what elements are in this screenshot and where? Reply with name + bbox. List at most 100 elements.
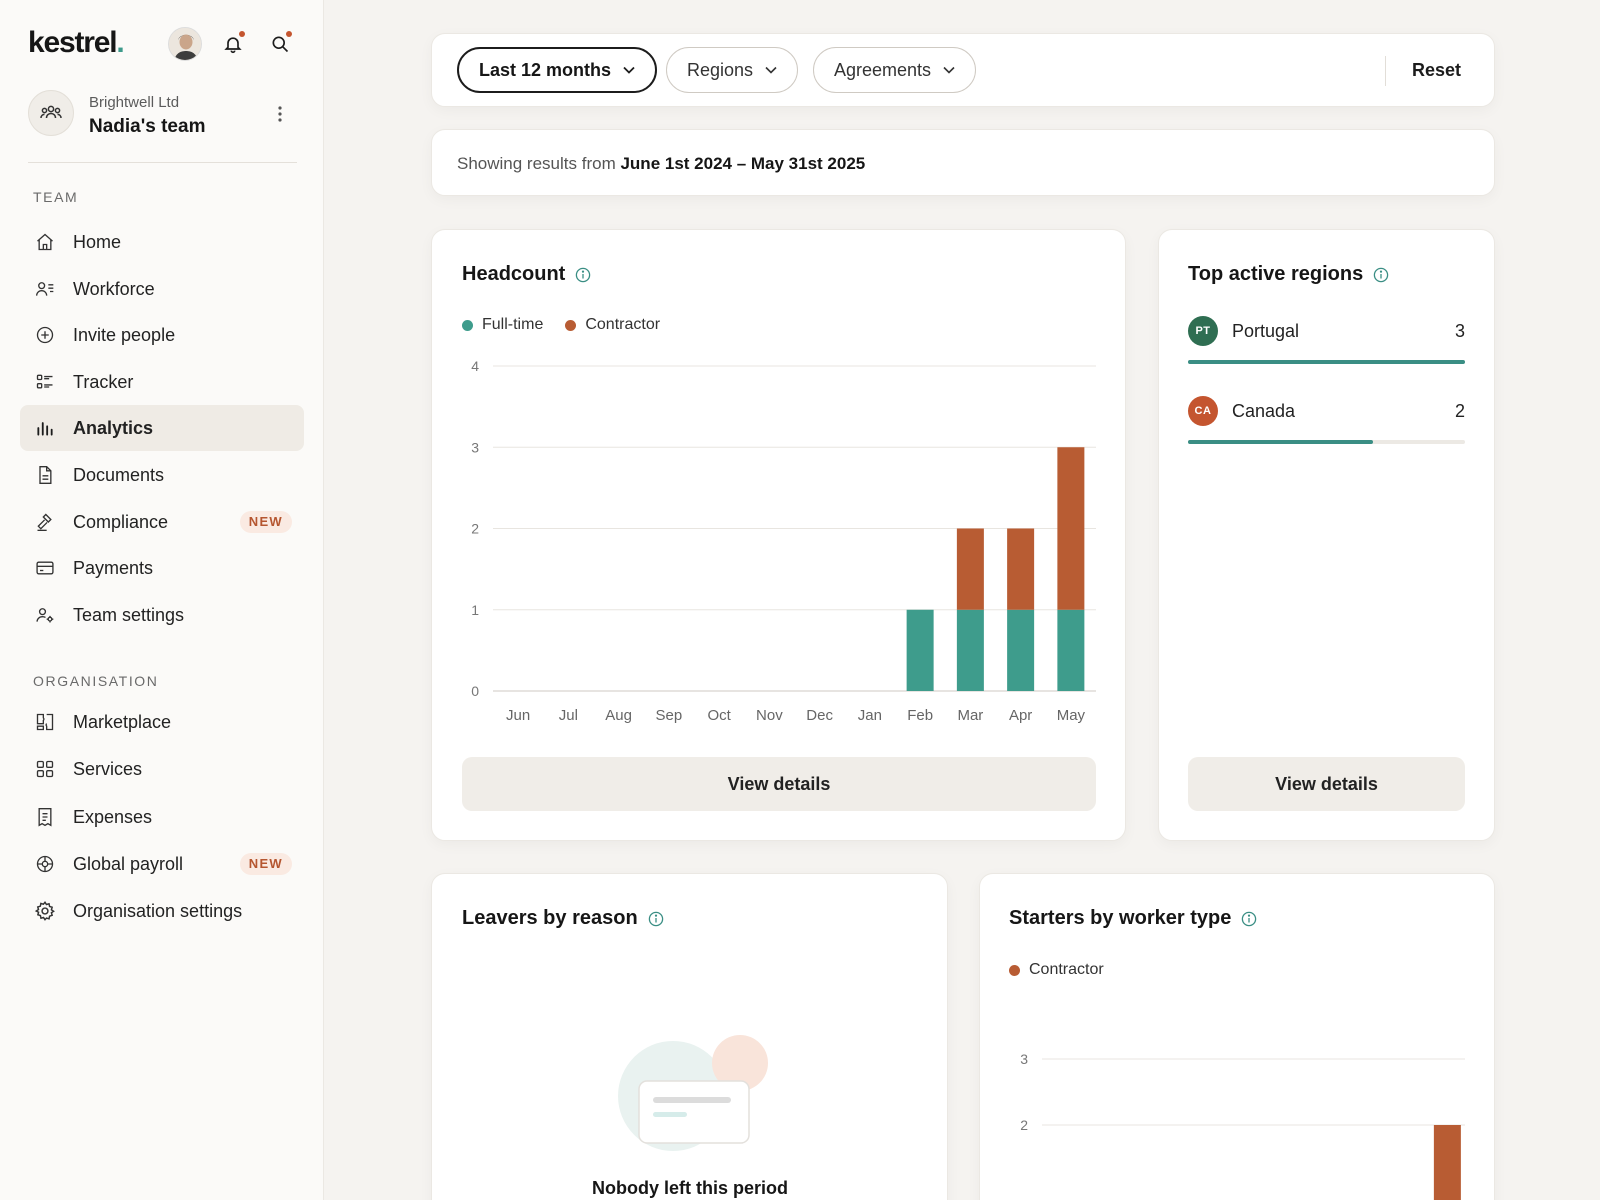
region-row-canada[interactable]: CA Canada 2 xyxy=(1188,396,1465,446)
bar-may-full-time[interactable] xyxy=(1057,609,1085,691)
bar-mar-contractor[interactable] xyxy=(956,528,984,610)
starters-title-text: Starters by worker type xyxy=(1009,907,1232,929)
region-row-portugal[interactable]: PT Portugal 3 xyxy=(1188,316,1465,366)
period-filter[interactable]: Last 12 months xyxy=(457,47,658,93)
x-tick-label: Feb xyxy=(907,707,933,724)
x-tick-label: May xyxy=(1057,707,1086,724)
x-tick-label: Sep xyxy=(656,707,683,724)
x-tick-label: Oct xyxy=(707,707,731,724)
period-filter-label: Last 12 months xyxy=(479,59,612,80)
organisation-section-label: ORGANISATION xyxy=(33,673,159,689)
nav-item-analytics[interactable]: Analytics xyxy=(20,405,304,451)
headcount-legend: Full-time Contractor xyxy=(462,316,682,334)
card-icon xyxy=(34,557,56,579)
search-button[interactable] xyxy=(266,30,294,58)
regions-view-details-button[interactable]: View details xyxy=(1188,757,1465,811)
nav-item-compliance[interactable]: Compliance NEW xyxy=(20,499,304,545)
nav-label: Global payroll xyxy=(73,853,184,874)
nav-item-organisation-settings[interactable]: Organisation settings xyxy=(20,888,304,934)
y-tick-label: 4 xyxy=(471,358,479,374)
team-name: Nadia's team xyxy=(89,116,206,137)
empty-state-illustration xyxy=(618,1035,768,1151)
region-progress-fill xyxy=(1188,440,1373,444)
receipt-icon xyxy=(34,806,56,828)
team-menu-button[interactable] xyxy=(270,102,290,126)
marketplace-icon xyxy=(34,711,56,733)
nav-label: Analytics xyxy=(73,417,154,438)
x-tick-label: Aug xyxy=(605,707,632,724)
flag-ca: CA xyxy=(1188,396,1218,426)
nav-item-expenses[interactable]: Expenses xyxy=(20,794,304,840)
headcount-chart: 0 1 2 3 4 Jun Jul Aug Sep Oct Nov Dec Jan Feb Mar Apr Ma… xyxy=(471,358,1096,724)
info-icon[interactable] xyxy=(575,267,591,283)
team-switcher[interactable]: Brightwell Ltd Nadia's team xyxy=(28,90,298,146)
x-tick-label: Jun xyxy=(506,707,530,724)
legend-label: Contractor xyxy=(1029,961,1104,978)
region-name: Portugal xyxy=(1232,321,1300,341)
avatar-portrait-icon xyxy=(169,28,201,60)
bell-icon xyxy=(224,37,242,54)
starters-chart: 23 xyxy=(1020,1051,1465,1200)
agreements-filter[interactable]: Agreements xyxy=(813,47,977,93)
nav-item-documents[interactable]: Documents xyxy=(20,452,304,498)
user-avatar[interactable] xyxy=(168,27,202,61)
nav-label: Tracker xyxy=(73,371,134,392)
nav-label: Documents xyxy=(73,464,165,485)
legend-swatch xyxy=(1009,964,1020,976)
y-tick-label: 2 xyxy=(1020,1117,1028,1133)
notifications-button[interactable] xyxy=(219,30,247,58)
range-prefix: Showing results from xyxy=(457,154,616,173)
info-icon[interactable] xyxy=(648,911,664,927)
nav-label: Services xyxy=(73,758,143,779)
flag-pt: PT xyxy=(1188,316,1218,346)
nav-item-marketplace[interactable]: Marketplace xyxy=(20,699,304,745)
headcount-title-text: Headcount xyxy=(462,263,566,285)
chevron-down-icon xyxy=(765,66,777,74)
nav-item-invite-people[interactable]: Invite people xyxy=(20,312,304,358)
gavel-icon xyxy=(34,511,56,533)
regions-filter[interactable]: Regions xyxy=(666,47,799,93)
nav-item-home[interactable]: Home xyxy=(20,219,304,265)
nav-item-services[interactable]: Services xyxy=(20,746,304,792)
bar-may-contractor[interactable] xyxy=(1433,1125,1461,1200)
region-count: 3 xyxy=(1454,321,1465,341)
empty-state-message: Nobody left this period xyxy=(592,1178,788,1198)
nav-item-team-settings[interactable]: Team settings xyxy=(20,592,304,638)
leavers-title: Leavers by reason xyxy=(462,907,664,930)
starters-title: Starters by worker type xyxy=(1009,907,1257,930)
home-icon xyxy=(34,231,56,253)
nav-item-payments[interactable]: Payments xyxy=(20,545,304,591)
bar-may-contractor[interactable] xyxy=(1057,447,1085,610)
region-progress-track xyxy=(1188,360,1465,364)
reset-button[interactable]: Reset xyxy=(1412,60,1462,80)
team-company: Brightwell Ltd xyxy=(89,94,180,111)
x-tick-label: Apr xyxy=(1009,707,1032,724)
team-avatar xyxy=(28,90,74,136)
y-tick-label: 2 xyxy=(471,521,479,537)
nav-item-tracker[interactable]: Tracker xyxy=(20,359,304,405)
workforce-icon xyxy=(34,278,56,300)
chevron-down-icon xyxy=(943,66,955,74)
y-tick-label: 3 xyxy=(1020,1051,1028,1067)
bar-apr-contractor[interactable] xyxy=(1007,528,1035,610)
sidebar-divider xyxy=(28,162,297,163)
bar-mar-full-time[interactable] xyxy=(956,609,984,691)
region-name: Canada xyxy=(1232,401,1296,421)
globe-icon xyxy=(34,853,56,875)
logo-dot: . xyxy=(116,26,124,59)
kestrel-logo[interactable]: kestrel. xyxy=(28,26,125,60)
info-icon[interactable] xyxy=(1241,911,1257,927)
nav-item-workforce[interactable]: Workforce xyxy=(20,266,304,312)
y-tick-label: 1 xyxy=(471,602,479,618)
user-settings-icon xyxy=(34,604,56,626)
nav-label: Expenses xyxy=(73,806,153,827)
gear-icon xyxy=(34,900,56,922)
bar-feb-full-time[interactable] xyxy=(906,609,934,691)
headcount-view-details-button[interactable]: View details xyxy=(462,757,1096,811)
info-icon[interactable] xyxy=(1373,267,1389,283)
nav-item-global-payroll[interactable]: Global payroll NEW xyxy=(20,841,304,887)
bar-apr-full-time[interactable] xyxy=(1007,609,1035,691)
leavers-title-text: Leavers by reason xyxy=(462,907,638,929)
legend-entry-contractor: Contractor xyxy=(565,316,660,334)
x-tick-label: Jan xyxy=(858,707,882,724)
